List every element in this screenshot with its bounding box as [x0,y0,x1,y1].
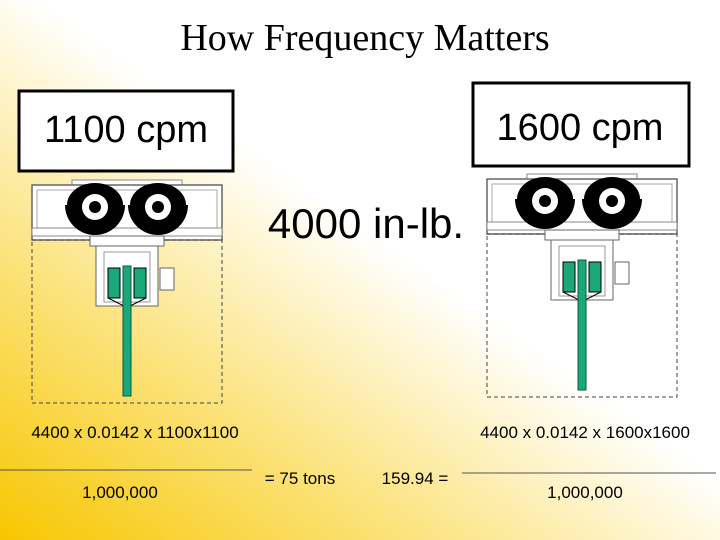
result: 159.94 = [382,469,449,488]
denominator: 1,000,000 [547,483,623,502]
numerator: 4400 x 0.0142 x 1600x1600 [480,423,690,442]
label-box [471,81,691,168]
result: = 75 tons [265,469,335,488]
numerator: 4400 x 0.0142 x 1100x1100 [31,423,238,442]
frequency-label: 1600 cpm [497,107,664,149]
label-box [17,89,235,173]
force-label: 4000 in-lb. [268,200,464,247]
denominator: 1,000,000 [82,483,158,502]
frequency-label: 1100 cpm [44,109,208,151]
slide-title: How Frequency Matters [180,17,549,59]
